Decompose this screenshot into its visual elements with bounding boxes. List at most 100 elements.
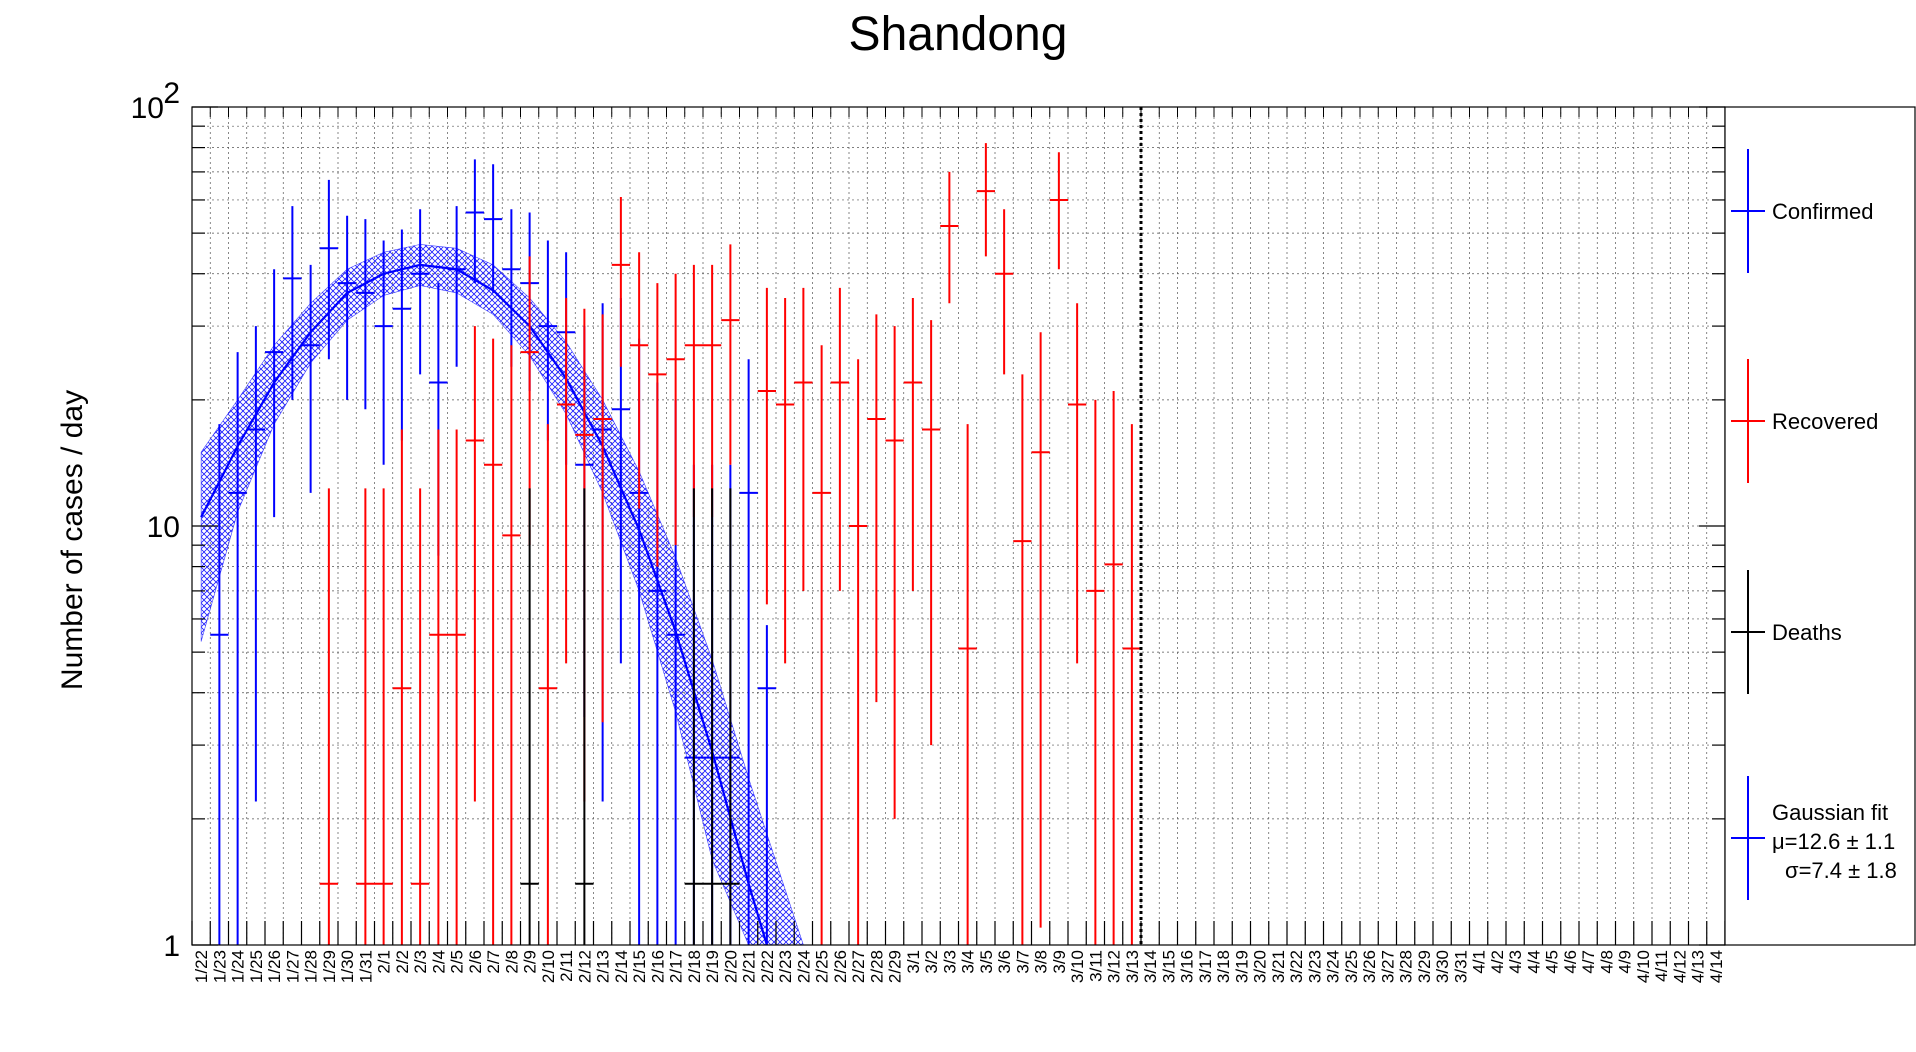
- data-point-deaths: [520, 488, 539, 945]
- x-tick-label: 3/21: [1269, 950, 1288, 983]
- data-point-recovered: [465, 326, 484, 802]
- x-tick-label: 2/27: [849, 950, 868, 983]
- x-tick-label: 3/27: [1378, 950, 1397, 983]
- data-point-confirmed: [338, 215, 357, 400]
- data-point-confirmed: [265, 269, 284, 518]
- x-tick-label: 4/11: [1652, 950, 1671, 982]
- data-point-recovered: [630, 252, 649, 509]
- data-point-confirmed: [502, 209, 521, 367]
- data-point-recovered: [1104, 390, 1123, 945]
- x-tick-label: 4/13: [1689, 950, 1708, 983]
- data-point-confirmed: [757, 625, 776, 945]
- x-tick-label: 2/23: [776, 950, 795, 983]
- data-point-recovered: [356, 488, 375, 945]
- x-tick-label: 2/21: [740, 950, 759, 983]
- data-point-recovered: [484, 338, 503, 945]
- y-tick-label: 10: [147, 511, 180, 544]
- x-tick-label: 3/26: [1360, 950, 1379, 983]
- data-point-deaths: [703, 488, 722, 945]
- legend: Confirmed Recovered Deaths Gaussian fit μ=12…: [1724, 106, 1916, 946]
- data-point-deaths: [575, 488, 594, 945]
- x-tick-label: 1/23: [210, 950, 229, 983]
- legend-label: Gaussian fit: [1772, 800, 1888, 825]
- x-tick-label: 4/6: [1561, 950, 1580, 974]
- legend-sigma: σ=7.4 ± 1.8: [1785, 858, 1897, 883]
- x-tick-label: 1/25: [247, 950, 266, 983]
- data-point-recovered: [611, 196, 630, 367]
- data-point-deaths: [721, 488, 740, 945]
- data-point-confirmed: [484, 164, 503, 293]
- x-tick-label: 3/9: [1050, 950, 1069, 974]
- x-tick-label: 3/19: [1232, 950, 1251, 983]
- data-point-confirmed: [283, 206, 302, 400]
- data-point-recovered: [1013, 374, 1032, 945]
- legend-entry-gaussian-fit: Gaussian fit μ=12.6 ± 1.1 σ=7.4 ± 1.8: [1731, 776, 1897, 900]
- x-tick-label: 3/5: [977, 950, 996, 974]
- data-point-recovered: [757, 287, 776, 605]
- x-tick-label: 3/23: [1305, 950, 1324, 983]
- x-tick-label: 2/26: [831, 950, 850, 983]
- data-point-recovered: [392, 429, 411, 945]
- data-point-recovered: [995, 209, 1014, 375]
- data-point-confirmed: [739, 359, 758, 945]
- x-tick-label: 2/11: [557, 950, 576, 982]
- data-point-recovered: [867, 314, 886, 703]
- x-tick-label: 4/14: [1707, 950, 1726, 983]
- x-tick-label: 4/12: [1670, 950, 1689, 983]
- x-tick-label: 3/10: [1068, 950, 1087, 983]
- data-point-confirmed: [465, 159, 484, 284]
- x-tick-label: 4/4: [1524, 950, 1543, 974]
- x-tick-label: 1/27: [283, 950, 302, 983]
- data-point-recovered: [940, 171, 959, 304]
- x-tick-label: 2/25: [813, 950, 832, 983]
- data-point-recovered: [538, 424, 557, 945]
- x-tick-label: 1/24: [229, 950, 248, 983]
- legend-entry-deaths: Deaths: [1731, 570, 1842, 694]
- data-point-recovered: [1031, 332, 1050, 928]
- x-tick-label: 3/20: [1251, 950, 1270, 983]
- x-tick-label: 3/1: [904, 950, 923, 974]
- x-tick-labels: 1/22 1/23 1/24 1/25 1/26 1/27 1/28 1/29 1/30 1/31…: [192, 950, 1726, 983]
- legend-mu: μ=12.6 ± 1.1: [1772, 829, 1895, 854]
- legend-label: Confirmed: [1772, 199, 1873, 224]
- x-tick-label: 2/6: [466, 950, 485, 974]
- legend-label: Deaths: [1772, 620, 1842, 645]
- x-tick-label: 3/17: [1196, 950, 1215, 983]
- x-tick-label: 4/2: [1488, 950, 1507, 974]
- data-point-recovered: [374, 488, 393, 945]
- data-point-recovered: [502, 345, 521, 945]
- x-tick-label: 2/20: [721, 950, 740, 983]
- data-point-confirmed: [319, 179, 338, 360]
- x-tick-label: 3/2: [922, 950, 941, 974]
- legend-box: [1724, 106, 1916, 946]
- x-tick-label: 2/18: [685, 950, 704, 983]
- data-point-recovered: [703, 264, 722, 518]
- data-point-recovered: [429, 429, 448, 945]
- x-tick-label: 1/31: [356, 950, 375, 983]
- x-tick-label: 4/8: [1597, 950, 1616, 974]
- data-point-recovered: [812, 345, 831, 945]
- data-point-recovered: [958, 424, 977, 945]
- x-tick-label: 1/26: [265, 950, 284, 983]
- data-point-recovered: [721, 244, 740, 465]
- grid: [192, 107, 1725, 945]
- x-tick-label: 2/17: [667, 950, 686, 983]
- x-tick-label: 4/10: [1634, 950, 1653, 983]
- x-tick-label: 4/7: [1579, 950, 1598, 974]
- x-tick-label: 3/22: [1287, 950, 1306, 983]
- x-tick-label: 4/3: [1506, 950, 1525, 974]
- y-tick-label: 1: [163, 930, 180, 963]
- x-tick-label: 2/15: [630, 950, 649, 983]
- x-tick-label: 4/1: [1470, 950, 1489, 974]
- x-tick-label: 1/22: [192, 950, 211, 983]
- x-tick-label: 3/6: [995, 950, 1014, 974]
- data-point-recovered: [903, 298, 922, 591]
- data-point-recovered: [776, 298, 795, 664]
- data-point-recovered: [849, 359, 868, 945]
- x-tick-label: 3/25: [1342, 950, 1361, 983]
- y-tick-label: 10: [131, 92, 164, 125]
- x-tick-label: 3/30: [1433, 950, 1452, 983]
- chart-title: Shandong: [849, 8, 1068, 61]
